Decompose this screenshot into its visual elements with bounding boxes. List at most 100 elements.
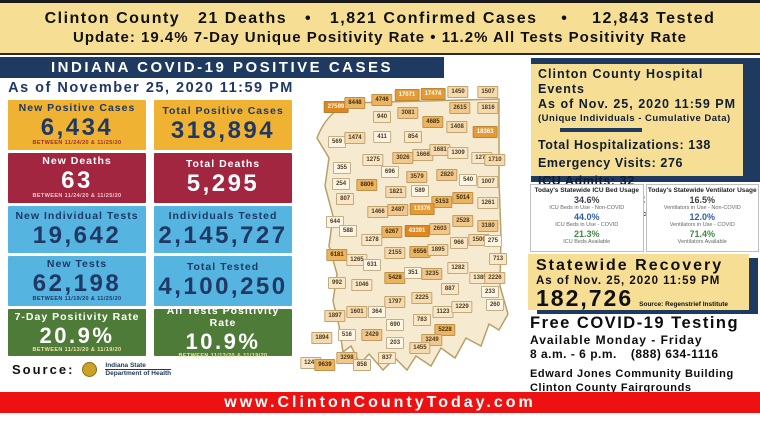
county-case-count: 1455 <box>409 342 431 355</box>
website-url[interactable]: www.ClintonCountyToday.com <box>224 393 536 411</box>
recovery-title: Statewide Recovery <box>536 257 724 274</box>
hospital-stat-total-hospitalizations: Total Hospitalizations: 138 <box>538 138 711 152</box>
isdh-logo-text: Indiana State Department of Health <box>105 362 172 378</box>
county-case-count: 411 <box>373 131 391 144</box>
usage-column: Today's Statewide Ventilator Usage 16.5% V… <box>645 184 759 252</box>
county-case-count: 1123 <box>432 305 454 318</box>
county-case-count: 1007 <box>477 176 499 189</box>
county-case-count: 2528 <box>452 214 474 227</box>
county-case-count: 355 <box>332 162 351 175</box>
isdh-line2: Department of Health <box>105 370 172 378</box>
county-case-count: 3026 <box>392 152 414 165</box>
county-case-count: 1309 <box>447 146 469 159</box>
county-case-count: 8806 <box>356 179 378 192</box>
county-case-count: 5014 <box>452 191 474 204</box>
stat-card-total-positive-cases: Total Positive Cases 318,894 <box>154 100 292 150</box>
county-case-count: 18363 <box>472 125 498 138</box>
county-case-count: 4685 <box>422 115 444 128</box>
usage-value: 71.4% <box>689 229 716 240</box>
county-case-count: 8448 <box>344 97 366 110</box>
county-case-count: 2487 <box>387 204 409 217</box>
testing-title: Free COVID-19 Testing <box>530 314 740 332</box>
stat-label: Individuals Tested <box>168 209 278 222</box>
hospital-title: Clinton County Hospital Events <box>538 67 704 96</box>
source-row: Source: Indiana State Department of Heal… <box>12 362 172 378</box>
county-case-count: 275 <box>483 235 502 248</box>
stat-label: Total Tested <box>186 261 260 274</box>
testing-hours: 8 a.m. - 6 p.m. <box>530 347 617 362</box>
county-case-count: 4746 <box>371 93 393 106</box>
as-of-date: As of November 25, 2020 11:59 PM <box>8 80 294 96</box>
indiana-cases-header-label: INDIANA COVID-19 POSITIVE CASES <box>51 59 393 76</box>
stat-label: New Deaths <box>42 155 112 168</box>
stat-value: 2,145,727 <box>158 221 288 249</box>
usage-column: Today's Statewide ICU Bed Usage 34.6% ICU … <box>530 184 644 252</box>
stat-card-individuals-tested: Individuals Tested 2,145,727 <box>154 206 292 253</box>
stat-value: 5,295 <box>186 170 260 198</box>
usage-title: Today's Statewide Ventilator Usage <box>647 187 757 194</box>
county-case-count: 858 <box>352 359 371 372</box>
stat-value: 10.9% <box>185 329 261 355</box>
county-case-count: 588 <box>339 225 358 237</box>
stat-label: New Individual Tests <box>15 209 139 222</box>
county-case-count: 2429 <box>361 328 383 341</box>
county-case-count: 854 <box>403 131 422 144</box>
county-case-count: 13376 <box>409 203 435 216</box>
county-case-count: 2155 <box>384 246 406 259</box>
county-case-count: 3235 <box>421 267 443 280</box>
county-case-count: 1046 <box>351 279 373 292</box>
county-case-count: 940 <box>373 111 392 123</box>
county-case-count: 1474 <box>344 131 366 144</box>
stat-card-new-tests: New Tests 62,198 BETWEEN 11/19/20 & 11/25/… <box>8 256 146 306</box>
stat-value: 19,642 <box>32 221 122 249</box>
county-case-count: 783 <box>412 314 431 327</box>
county-case-count: 2615 <box>449 101 471 114</box>
usage-caption: Ventilators in Use - COVID <box>669 222 735 229</box>
county-case-count: 589 <box>410 184 429 197</box>
address-line: Edward Jones Community Building <box>530 368 734 381</box>
county-case-count: 516 <box>337 328 356 341</box>
top-banner: Clinton County 21 Deaths • 1,821 Confirm… <box>0 0 760 55</box>
usage-caption: Ventilators in Use - Non-COVID <box>663 205 741 211</box>
county-case-count: 1816 <box>477 101 499 114</box>
stat-note: BETWEEN 11/13/20 & 11/19/20 <box>178 353 268 360</box>
county-case-count: 992 <box>328 276 347 289</box>
stat-label: Total Deaths <box>185 158 261 171</box>
county-case-count: 1897 <box>324 310 346 323</box>
county-case-count: 3298 <box>336 352 358 365</box>
stat-note: BETWEEN 11/24/20 & 11/25/20 <box>32 140 122 147</box>
footer-banner: www.ClintonCountyToday.com <box>0 392 760 413</box>
county-case-count: 1710 <box>484 153 506 166</box>
county-case-count: 1275 <box>362 153 384 166</box>
county-case-count: 1278 <box>361 234 383 247</box>
stat-value: 62,198 <box>32 270 122 298</box>
county-case-count: 696 <box>380 166 399 179</box>
usage-caption: ICU Beds in Use - COVID <box>555 222 619 229</box>
county-case-count: 9639 <box>314 359 336 372</box>
usage-value: 44.0% <box>573 212 600 223</box>
county-case-count: 1282 <box>447 262 469 275</box>
county-case-count: 1450 <box>447 86 469 99</box>
county-case-count: 1601 <box>346 305 368 318</box>
county-case-count: 17474 <box>420 87 446 100</box>
county-case-count: 1229 <box>451 301 473 313</box>
stat-card-total-tested: Total Tested 4,100,250 <box>154 256 292 306</box>
county-case-count: 1797 <box>384 296 406 309</box>
testing-phone[interactable]: (888) 634-1116 <box>630 347 719 362</box>
stat-label: Total Positive Cases <box>162 105 284 118</box>
county-case-count: 233 <box>481 286 500 299</box>
county-case-count: 364 <box>367 305 386 318</box>
usage-caption: ICU Beds in Use - Non-COVID <box>549 205 625 211</box>
recovery-value: 182,726 <box>536 284 634 311</box>
stat-note: BETWEEN 11/19/20 & 11/25/20 <box>32 296 122 303</box>
county-case-count: 1821 <box>385 186 407 199</box>
source-label: Source: <box>12 362 75 378</box>
isdh-line1: Indiana State <box>105 362 172 371</box>
indiana-cases-header: INDIANA COVID-19 POSITIVE CASES <box>0 57 444 78</box>
county-case-count: 3180 <box>477 220 499 233</box>
county-case-count: 644 <box>326 215 345 228</box>
county-case-count: 2603 <box>429 222 451 235</box>
county-case-count: 690 <box>386 318 405 331</box>
usage-caption: ICU Beds Available <box>563 239 611 246</box>
county-case-count: 27599 <box>323 100 349 113</box>
